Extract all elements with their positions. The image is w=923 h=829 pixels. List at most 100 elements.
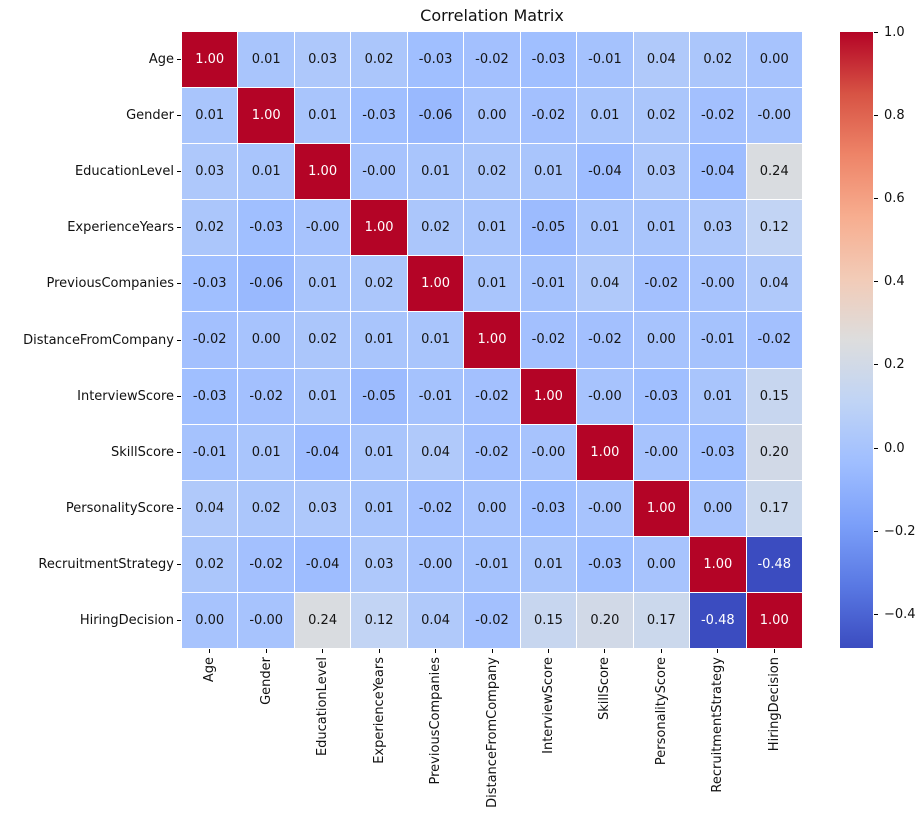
heatmap-cell: 0.01 bbox=[577, 88, 633, 144]
heatmap-cell: -0.02 bbox=[633, 256, 690, 312]
heatmap-cell: 0.20 bbox=[746, 424, 802, 480]
heatmap-cell: -0.48 bbox=[690, 592, 746, 648]
colorbar-tick-label: 0.6 bbox=[884, 190, 905, 206]
x-tick-mark bbox=[604, 649, 606, 653]
y-axis-label: DistanceFromCompany bbox=[23, 332, 174, 348]
heatmap-cell: 0.04 bbox=[407, 424, 464, 480]
heatmap-cell: -0.01 bbox=[407, 368, 464, 424]
x-tick-mark bbox=[547, 649, 549, 653]
heatmap-cell: -0.05 bbox=[520, 200, 577, 256]
x-tick-mark bbox=[322, 649, 324, 653]
heatmap-cell: 0.01 bbox=[351, 480, 407, 536]
heatmap-grid: 1.00 0.01 0.03 0.02 -0.03 -0.02 -0.03 -0.01 0.04… bbox=[182, 32, 802, 648]
heatmap-cell: 0.00 bbox=[464, 480, 520, 536]
heatmap-cell: -0.03 bbox=[182, 256, 238, 312]
y-axis-label: RecruitmentStrategy bbox=[38, 556, 174, 572]
y-tick-mark bbox=[177, 451, 181, 453]
heatmap-cell: 0.01 bbox=[407, 312, 464, 368]
y-tick-mark bbox=[177, 283, 181, 285]
heatmap-cell: -0.02 bbox=[238, 368, 294, 424]
y-tick-mark bbox=[177, 227, 181, 229]
heatmap-cell: -0.02 bbox=[746, 312, 802, 368]
heatmap-cell: -0.03 bbox=[238, 200, 294, 256]
x-tick-mark bbox=[660, 649, 662, 653]
y-axis-label: HiringDecision bbox=[79, 612, 174, 628]
colorbar-tick-mark bbox=[874, 31, 878, 33]
heatmap-cell: 0.24 bbox=[294, 592, 351, 648]
heatmap-cell: 0.01 bbox=[520, 144, 577, 200]
heatmap-cell: 0.00 bbox=[238, 312, 294, 368]
y-axis-label: Age bbox=[148, 52, 174, 68]
heatmap-cell: -0.03 bbox=[520, 480, 577, 536]
heatmap-cell: 0.03 bbox=[690, 200, 746, 256]
heatmap-cell: 0.01 bbox=[351, 424, 407, 480]
heatmap-cell: 0.01 bbox=[633, 200, 690, 256]
heatmap-cell: -0.02 bbox=[464, 32, 520, 88]
heatmap-cell: 0.00 bbox=[690, 480, 746, 536]
colorbar-tick-mark bbox=[874, 614, 878, 616]
y-axis-label: EducationLevel bbox=[74, 164, 174, 180]
heatmap-cell: -0.00 bbox=[746, 88, 802, 144]
heatmap-cell: 0.01 bbox=[464, 256, 520, 312]
heatmap-cell: 1.00 bbox=[633, 480, 690, 536]
heatmap-cell: 0.03 bbox=[633, 144, 690, 200]
heatmap-cell: 1.00 bbox=[464, 312, 520, 368]
x-axis-label: ExperienceYears bbox=[371, 657, 387, 764]
heatmap-cell: -0.05 bbox=[351, 368, 407, 424]
x-tick-mark bbox=[491, 649, 493, 653]
heatmap-cell: 0.01 bbox=[520, 536, 577, 592]
heatmap-cell: 0.01 bbox=[407, 144, 464, 200]
heatmap-cell: 0.15 bbox=[746, 368, 802, 424]
heatmap-cell: -0.04 bbox=[690, 144, 746, 200]
heatmap-cell: 0.02 bbox=[464, 144, 520, 200]
heatmap-cell: -0.00 bbox=[577, 368, 633, 424]
heatmap-cell: -0.03 bbox=[407, 32, 464, 88]
heatmap-cell: 0.01 bbox=[577, 200, 633, 256]
heatmap-cell: -0.02 bbox=[520, 88, 577, 144]
x-axis-label: HiringDecision bbox=[766, 657, 782, 752]
x-tick-mark bbox=[773, 649, 775, 653]
heatmap-cell: -0.03 bbox=[633, 368, 690, 424]
heatmap-cell: -0.03 bbox=[520, 32, 577, 88]
heatmap-cell: 0.02 bbox=[407, 200, 464, 256]
heatmap-cell: 0.00 bbox=[464, 88, 520, 144]
heatmap-cell: 1.00 bbox=[182, 32, 238, 88]
y-axis-label: ExperienceYears bbox=[67, 220, 174, 236]
chart-title: Correlation Matrix bbox=[420, 6, 564, 25]
y-axis-label: PersonalityScore bbox=[65, 500, 174, 516]
heatmap-cell: 1.00 bbox=[520, 368, 577, 424]
heatmap-cell: 0.00 bbox=[633, 312, 690, 368]
heatmap-cell: 1.00 bbox=[238, 88, 294, 144]
heatmap-cell: 0.00 bbox=[746, 32, 802, 88]
heatmap-cell: 1.00 bbox=[407, 256, 464, 312]
colorbar-tick-mark bbox=[874, 530, 878, 532]
heatmap-cell: 0.04 bbox=[407, 592, 464, 648]
heatmap-cell: -0.04 bbox=[294, 424, 351, 480]
heatmap-cell: -0.04 bbox=[577, 144, 633, 200]
colorbar-tick-mark bbox=[874, 281, 878, 283]
colorbar-tick-label: 0.4 bbox=[884, 274, 905, 290]
heatmap-cell: -0.01 bbox=[690, 312, 746, 368]
heatmap-cell: 0.02 bbox=[294, 312, 351, 368]
heatmap-cell: -0.03 bbox=[351, 88, 407, 144]
colorbar-tick-label: −0.2 bbox=[884, 523, 916, 539]
heatmap-cell: 0.01 bbox=[351, 312, 407, 368]
heatmap-cell: 0.01 bbox=[238, 424, 294, 480]
heatmap-cell: 0.15 bbox=[520, 592, 577, 648]
y-tick-mark bbox=[177, 619, 181, 621]
colorbar-tick-label: 0.0 bbox=[884, 440, 905, 456]
heatmap-cell: 0.17 bbox=[746, 480, 802, 536]
colorbar bbox=[840, 32, 873, 648]
heatmap-cell: -0.01 bbox=[182, 424, 238, 480]
x-axis-label: PreviousCompanies bbox=[428, 657, 444, 785]
heatmap-cell: 0.01 bbox=[690, 368, 746, 424]
heatmap-cell: 0.03 bbox=[182, 144, 238, 200]
x-axis-label: Age bbox=[202, 657, 218, 683]
x-axis-label: SkillScore bbox=[597, 657, 613, 721]
y-tick-mark bbox=[177, 59, 181, 61]
heatmap-cell: 0.04 bbox=[746, 256, 802, 312]
heatmap-cell: -0.02 bbox=[464, 368, 520, 424]
heatmap-cell: 0.03 bbox=[351, 536, 407, 592]
y-axis-label: InterviewScore bbox=[77, 388, 174, 404]
colorbar-tick-label: 0.2 bbox=[884, 357, 905, 373]
